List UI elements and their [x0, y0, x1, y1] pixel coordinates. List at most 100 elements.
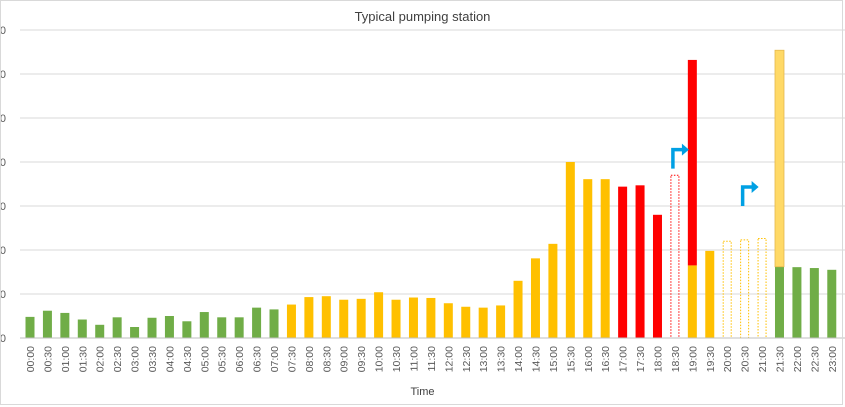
- bar: [443, 303, 453, 338]
- bar: [583, 179, 593, 338]
- x-tick-label: 22:00: [792, 346, 804, 372]
- bar: [408, 297, 418, 338]
- bar: [565, 162, 575, 338]
- y-tick-label: 00: [0, 113, 6, 125]
- x-tick-label: 00:30: [42, 346, 54, 372]
- bar: [548, 243, 558, 338]
- x-tick-label: 10:30: [391, 346, 403, 372]
- bar: [652, 214, 662, 338]
- y-tick-label: 0: [0, 333, 6, 345]
- y-tick-label: 00: [0, 201, 6, 213]
- arrow-icon: [671, 143, 689, 169]
- bar: [374, 292, 384, 338]
- bar-outline: [757, 238, 767, 339]
- bar: [217, 317, 227, 338]
- x-tick-label: 02:00: [95, 346, 107, 372]
- y-tick-label: 00: [0, 289, 6, 301]
- x-tick-label: 11:00: [408, 346, 420, 372]
- bar: [774, 266, 784, 338]
- bar: [252, 307, 262, 338]
- x-tick-label: 03:00: [130, 346, 142, 372]
- arrow-shaft: [740, 185, 753, 206]
- x-tick-label: 08:30: [321, 346, 333, 372]
- x-tick-label: 14:00: [513, 346, 525, 372]
- bar: [809, 268, 819, 338]
- bar: [496, 305, 506, 338]
- arrow-head: [681, 143, 689, 156]
- y-tick-label: 00: [0, 245, 6, 257]
- y-tick-label: 00: [0, 157, 6, 169]
- bar: [618, 186, 628, 338]
- x-tick-label: 08:00: [304, 346, 316, 372]
- x-tick-label: 13:00: [478, 346, 490, 372]
- x-tick-label: 06:30: [252, 346, 264, 372]
- bar: [530, 258, 540, 338]
- bar: [321, 296, 331, 338]
- x-tick-label: 20:30: [740, 346, 752, 372]
- x-tick-label: 12:00: [443, 346, 455, 372]
- bar: [164, 316, 174, 338]
- bar: [269, 309, 279, 338]
- bar: [600, 179, 610, 338]
- x-tick-label: 16:00: [583, 346, 595, 372]
- arrow-shaft: [671, 147, 683, 169]
- x-tick-label: 07:00: [269, 346, 281, 372]
- x-tick-label: 21:00: [757, 346, 769, 372]
- x-tick-label: 09:30: [356, 346, 368, 372]
- bar: [112, 317, 122, 338]
- x-tick-label: 23:00: [827, 346, 839, 372]
- x-tick-label: 15:00: [548, 346, 560, 372]
- bar: [60, 312, 70, 338]
- y-tick-label: 00: [0, 69, 6, 81]
- y-tick-label: 00: [0, 25, 6, 37]
- x-tick-label: 19:30: [705, 346, 717, 372]
- bar: [147, 317, 157, 338]
- x-tick-label: 14:30: [530, 346, 542, 372]
- x-tick-label: 04:30: [182, 346, 194, 372]
- x-tick-label: 20:00: [722, 346, 734, 372]
- bar: [234, 317, 244, 338]
- bar-stacked-segment: [687, 59, 697, 266]
- bar: [286, 304, 296, 338]
- bar: [356, 298, 366, 338]
- x-tick-label: 01:30: [77, 346, 89, 372]
- bar: [130, 327, 140, 338]
- chart-title: Typical pumping station: [354, 9, 491, 24]
- bar-outline: [722, 240, 732, 339]
- x-tick-label: 05:00: [199, 346, 211, 372]
- x-tick-label: 09:00: [339, 346, 351, 372]
- bar: [478, 307, 488, 338]
- x-tick-label: 02:30: [112, 346, 124, 372]
- x-tick-label: 04:00: [164, 346, 176, 372]
- x-tick-label: 00:00: [25, 346, 37, 372]
- x-tick-label: 17:30: [635, 346, 647, 372]
- x-tick-label: 07:30: [286, 346, 298, 372]
- x-tick-label: 17:00: [618, 346, 630, 372]
- bar: [792, 267, 802, 338]
- bar: [304, 297, 314, 338]
- bar-outline: [740, 239, 750, 339]
- x-tick-label: 12:30: [461, 346, 473, 372]
- x-tick-label: 05:30: [217, 346, 229, 372]
- bar-outline: [670, 174, 680, 339]
- bar-stacked-segment: [774, 49, 785, 268]
- x-tick-label: 01:00: [60, 346, 72, 372]
- bar: [513, 280, 523, 338]
- x-tick-label: 03:30: [147, 346, 159, 372]
- x-tick-label: 06:00: [234, 346, 246, 372]
- x-tick-label: 22:30: [809, 346, 821, 372]
- bar: [25, 316, 35, 338]
- bar: [199, 312, 209, 338]
- bar: [77, 319, 87, 338]
- bar: [635, 185, 645, 338]
- bar: [705, 250, 715, 338]
- x-axis-label: Time: [410, 386, 435, 398]
- bar: [95, 324, 105, 338]
- x-tick-label: 18:00: [652, 346, 664, 372]
- bar: [426, 297, 436, 338]
- x-tick-label: 13:30: [496, 346, 508, 372]
- arrow-head: [751, 181, 759, 193]
- x-tick-label: 18:30: [670, 346, 682, 372]
- bar: [827, 269, 837, 338]
